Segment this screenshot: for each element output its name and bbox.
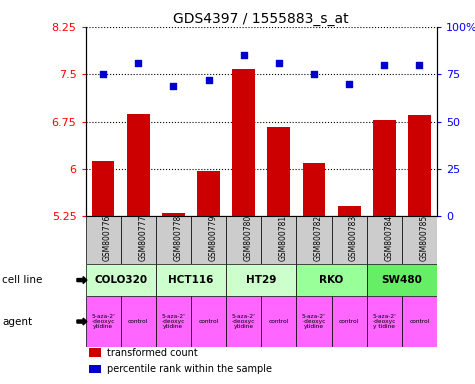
Text: COLO320: COLO320 — [94, 275, 147, 285]
Text: GSM800778: GSM800778 — [173, 215, 182, 261]
Bar — [367, 264, 437, 296]
Bar — [332, 296, 367, 347]
Point — [310, 71, 318, 77]
Text: GSM800776: GSM800776 — [103, 215, 112, 261]
Point — [240, 52, 247, 58]
Text: control: control — [339, 319, 359, 324]
Text: 5-aza-2'
-deoxyc
ytidine: 5-aza-2' -deoxyc ytidine — [162, 314, 185, 329]
Bar — [156, 217, 191, 264]
Text: percentile rank within the sample: percentile rank within the sample — [106, 364, 272, 374]
Bar — [296, 264, 367, 296]
Bar — [86, 296, 121, 347]
Bar — [367, 296, 402, 347]
Point — [134, 60, 142, 66]
Text: GSM800777: GSM800777 — [138, 215, 147, 261]
Text: SW480: SW480 — [381, 275, 422, 285]
Text: 5-aza-2'
-deoxyc
ytidine: 5-aza-2' -deoxyc ytidine — [232, 314, 256, 329]
Text: 5-aza-2'
-deoxyc
ytidine: 5-aza-2' -deoxyc ytidine — [302, 314, 326, 329]
Text: control: control — [269, 319, 289, 324]
Bar — [156, 264, 226, 296]
Text: control: control — [128, 319, 148, 324]
Bar — [86, 264, 156, 296]
Point — [416, 62, 423, 68]
Text: HT29: HT29 — [246, 275, 276, 285]
Bar — [89, 349, 101, 357]
Point — [205, 77, 212, 83]
Text: transformed count: transformed count — [106, 348, 197, 358]
Bar — [402, 296, 437, 347]
Bar — [303, 163, 325, 217]
Text: GSM800780: GSM800780 — [244, 215, 253, 261]
Text: GSM800782: GSM800782 — [314, 215, 323, 261]
Text: GSM800783: GSM800783 — [349, 215, 358, 261]
Bar — [408, 115, 431, 217]
Bar — [121, 217, 156, 264]
Bar — [338, 206, 361, 217]
Text: RKO: RKO — [319, 275, 344, 285]
Bar — [197, 171, 220, 217]
Text: agent: agent — [2, 316, 32, 326]
Point — [345, 81, 353, 87]
Bar — [261, 296, 296, 347]
Text: GSM800785: GSM800785 — [419, 215, 428, 261]
Bar — [191, 217, 226, 264]
Bar — [86, 217, 121, 264]
Point — [275, 60, 283, 66]
Bar — [296, 296, 332, 347]
Bar — [92, 161, 114, 217]
Title: GDS4397 / 1555883_s_at: GDS4397 / 1555883_s_at — [173, 12, 349, 26]
Bar — [226, 217, 261, 264]
Bar — [267, 127, 290, 217]
Text: control: control — [409, 319, 429, 324]
Point — [380, 62, 388, 68]
Text: HCT116: HCT116 — [168, 275, 214, 285]
Text: cell line: cell line — [2, 275, 43, 285]
Bar — [261, 217, 296, 264]
Bar — [127, 114, 150, 217]
Bar — [226, 264, 296, 296]
Point — [99, 71, 107, 77]
Bar — [162, 213, 185, 217]
Text: GSM800781: GSM800781 — [279, 215, 288, 261]
Bar — [402, 217, 437, 264]
Text: control: control — [199, 319, 218, 324]
Bar — [226, 296, 261, 347]
Bar — [373, 120, 396, 217]
Text: 5-aza-2'
-deoxyc
y tidine: 5-aza-2' -deoxyc y tidine — [372, 314, 396, 329]
Bar — [367, 217, 402, 264]
Bar — [121, 296, 156, 347]
Bar — [332, 217, 367, 264]
Bar — [232, 69, 255, 217]
Bar — [89, 365, 101, 373]
Bar — [156, 296, 191, 347]
Point — [170, 83, 177, 89]
Bar — [296, 217, 332, 264]
Text: GSM800784: GSM800784 — [384, 215, 393, 261]
Text: 5-aza-2'
-deoxyc
ytidine: 5-aza-2' -deoxyc ytidine — [91, 314, 115, 329]
Bar — [191, 296, 226, 347]
Text: GSM800779: GSM800779 — [209, 215, 218, 261]
